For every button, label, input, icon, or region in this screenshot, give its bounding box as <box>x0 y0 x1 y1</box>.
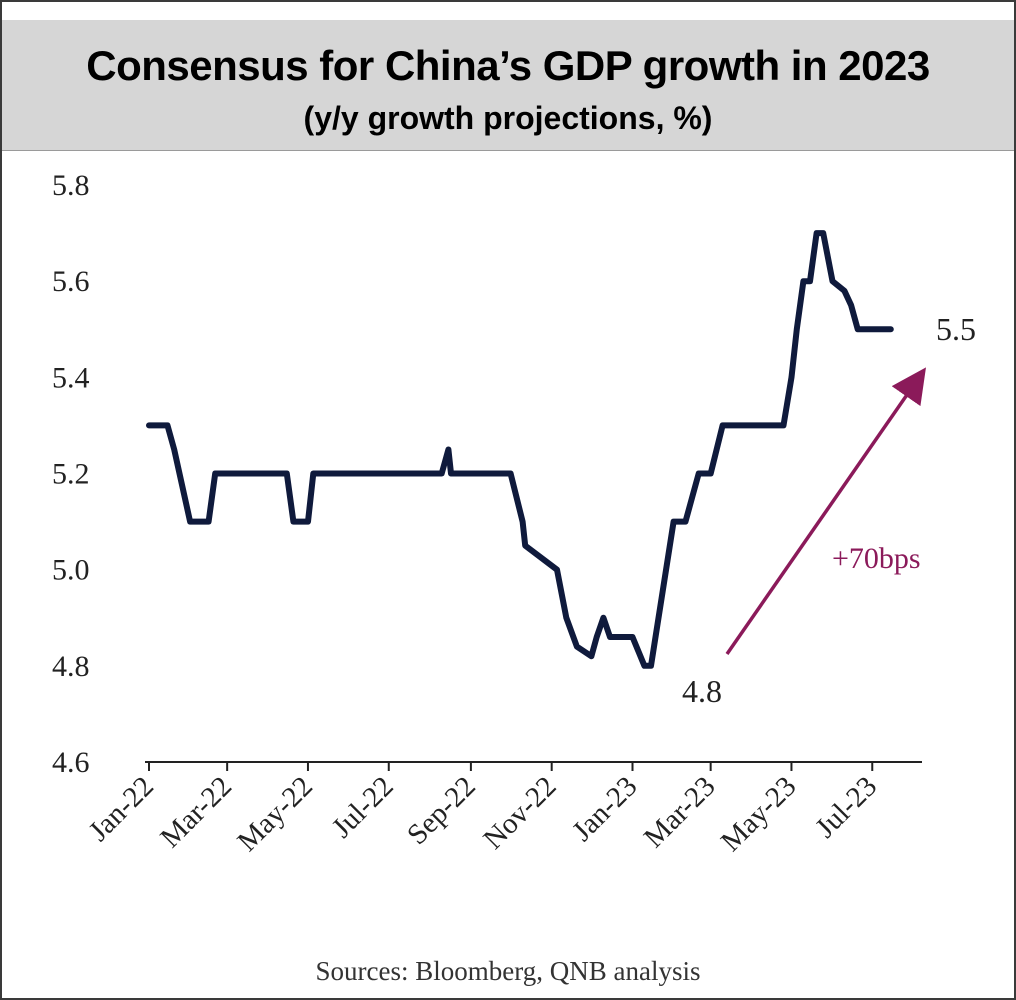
end-value-label: 5.5 <box>936 311 976 347</box>
chart-title: Consensus for China’s GDP growth in 2023 <box>86 42 930 89</box>
x-tick-label: Jul-22 <box>326 770 400 844</box>
x-tick-label: Mar-22 <box>154 770 238 854</box>
y-tick-label: 5.4 <box>52 361 90 394</box>
x-tick-label: Jan-23 <box>566 770 643 847</box>
chart-header: Consensus for China’s GDP growth in 2023… <box>2 20 1014 151</box>
y-tick-label: 5.2 <box>52 458 90 491</box>
source-note: Sources: Bloomberg, QNB analysis <box>315 956 701 986</box>
x-tick-label: Mar-23 <box>638 770 722 854</box>
x-tick-label: Nov-22 <box>477 770 562 855</box>
series-line <box>146 230 894 669</box>
x-tick-label: Sep-22 <box>401 770 482 851</box>
series-layer <box>146 230 894 669</box>
growth-arrow <box>725 367 926 655</box>
x-tick-label: May-23 <box>715 770 803 858</box>
x-tick-label: Jan-22 <box>83 770 160 847</box>
y-tick-label: 5.0 <box>52 554 90 587</box>
x-tick-label: Jul-23 <box>809 770 883 844</box>
chart-subtitle: (y/y growth projections, %) <box>303 100 713 136</box>
y-tick-label: 5.8 <box>52 169 90 202</box>
x-tick-label: May-22 <box>231 770 319 858</box>
y-tick-label: 5.6 <box>52 265 90 298</box>
start-value-label: 4.8 <box>682 673 722 709</box>
change-bps-label: +70bps <box>832 542 921 575</box>
y-tick-label: 4.8 <box>52 650 90 683</box>
y-axis-ticks: 4.6 4.8 5.0 5.2 5.4 5.6 5.8 <box>52 169 90 779</box>
y-tick-label: 4.6 <box>52 746 90 779</box>
